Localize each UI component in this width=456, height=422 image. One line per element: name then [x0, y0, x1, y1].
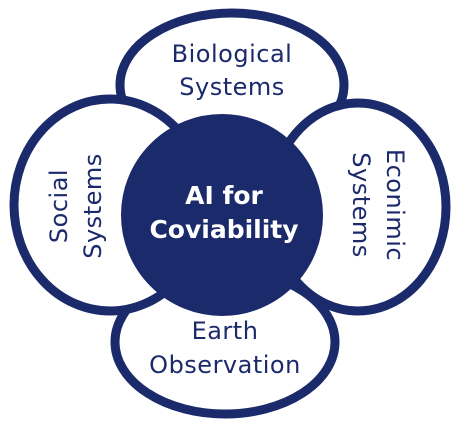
petal-bottom-label-line1: Earth	[192, 317, 259, 345]
petal-top-label-line2: Systems	[179, 73, 285, 101]
petal-left-label-line1: Social	[45, 169, 73, 243]
petal-bottom-label-line2: Observation	[149, 351, 301, 379]
center-hub	[121, 114, 323, 316]
petal-top-label-line1: Biological	[172, 40, 293, 68]
center-label-line1: AI for	[185, 181, 263, 210]
center-label-line2: Coviability	[149, 215, 298, 244]
petal-right-label-line2: Systems	[347, 152, 375, 258]
petal-left-label-line2: Systems	[79, 153, 107, 259]
petal-right-label-line1: Econimic	[381, 149, 409, 261]
